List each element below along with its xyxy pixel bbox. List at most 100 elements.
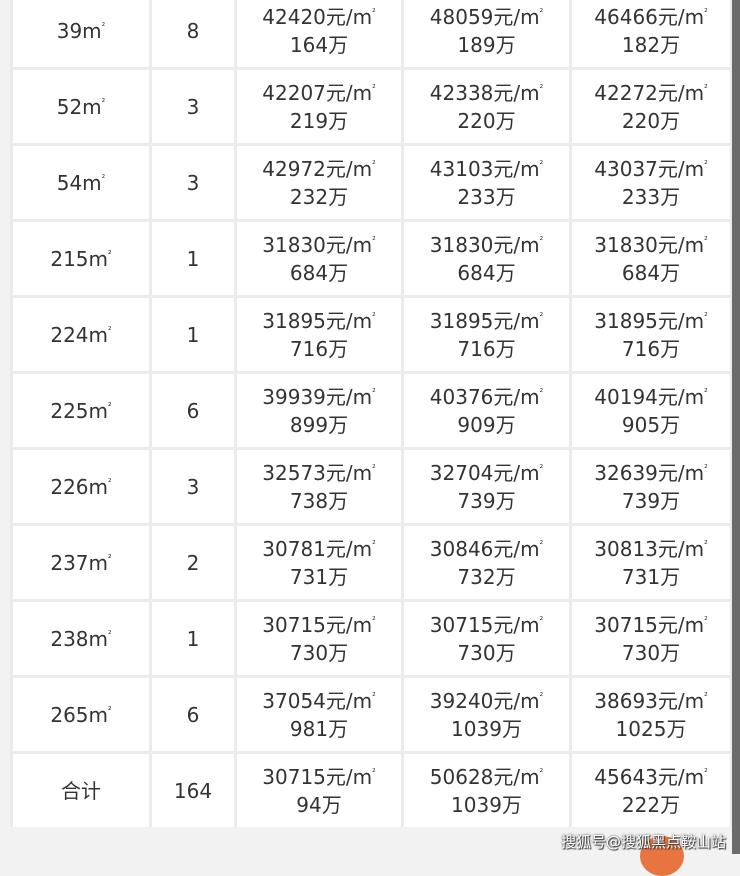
price-cell: 30715元/m² 730万 xyxy=(237,602,401,675)
total-price: 1025万 xyxy=(615,716,687,741)
total-price: 716万 xyxy=(289,336,349,361)
price-cell: 39939元/m² 899万 xyxy=(237,374,401,447)
unit-price: 43037元/m² xyxy=(594,156,708,181)
total-label: 合计 xyxy=(61,778,101,803)
unit-price: 45643元/m² xyxy=(594,764,708,789)
area-cell: 39m² xyxy=(13,0,149,67)
area-cell: 215m² xyxy=(13,222,149,295)
unit-price: 32704元/m² xyxy=(429,460,544,485)
watermark: 搜狐号@搜狐黑点鞍山站 xyxy=(560,833,726,851)
price-cell: 45643元/m² 222万 xyxy=(572,754,730,827)
price-cell: 32639元/m² 739万 xyxy=(572,450,730,523)
price-cell: 31895元/m² 716万 xyxy=(404,298,569,371)
count-cell: 1 xyxy=(152,602,234,675)
count-value: 1 xyxy=(186,626,200,651)
total-price: 731万 xyxy=(289,564,349,589)
total-price: 219万 xyxy=(289,108,349,133)
area-value: 215m² xyxy=(50,246,112,271)
count-value: 1 xyxy=(186,246,200,271)
total-price: 233万 xyxy=(621,184,681,209)
total-price: 182万 xyxy=(621,32,681,57)
unit-price: 30813元/m² xyxy=(594,536,708,561)
unit-price: 37054元/m² xyxy=(262,688,376,713)
price-table: 39m² 8 42420元/m² 164万 48059元/m² 189万 46466元/m²… xyxy=(10,0,733,827)
total-price: 899万 xyxy=(289,412,349,437)
total-price: 684万 xyxy=(289,260,349,285)
price-cell: 30715元/m² 730万 xyxy=(404,602,569,675)
unit-price: 42272元/m² xyxy=(594,80,708,105)
unit-price: 32639元/m² xyxy=(594,460,708,485)
total-price: 233万 xyxy=(457,184,516,209)
area-cell: 224m² xyxy=(13,298,149,371)
price-cell: 42420元/m² 164万 xyxy=(237,0,401,67)
unit-price: 31830元/m² xyxy=(429,232,544,257)
unit-price: 42207元/m² xyxy=(262,80,376,105)
price-cell: 40194元/m² 905万 xyxy=(572,374,730,447)
count-cell: 6 xyxy=(152,678,234,751)
unit-price: 39240元/m² xyxy=(429,688,544,713)
total-price: 684万 xyxy=(457,260,516,285)
total-price: 730万 xyxy=(457,640,516,665)
price-cell: 42207元/m² 219万 xyxy=(237,70,401,143)
area-cell: 237m² xyxy=(13,526,149,599)
price-cell: 42972元/m² 232万 xyxy=(237,146,401,219)
scrollbar-edge xyxy=(732,0,740,854)
count-value: 1 xyxy=(186,322,200,347)
total-price: 189万 xyxy=(457,32,516,57)
total-price: 730万 xyxy=(621,640,681,665)
unit-price: 42972元/m² xyxy=(262,156,376,181)
count-value: 3 xyxy=(186,94,200,119)
total-price: 905万 xyxy=(621,412,681,437)
price-cell: 46466元/m² 182万 xyxy=(572,0,730,67)
total-price: 739万 xyxy=(621,488,681,513)
price-cell: 32704元/m² 739万 xyxy=(404,450,569,523)
unit-price: 39939元/m² xyxy=(262,384,376,409)
unit-price: 43103元/m² xyxy=(429,156,544,181)
price-cell: 42272元/m² 220万 xyxy=(572,70,730,143)
total-price: 222万 xyxy=(621,792,681,817)
count-cell: 1 xyxy=(152,298,234,371)
price-cell: 31895元/m² 716万 xyxy=(572,298,730,371)
total-label-cell: 合计 xyxy=(13,754,149,827)
unit-price: 30715元/m² xyxy=(262,612,376,637)
area-value: 226m² xyxy=(50,474,112,499)
total-price: 730万 xyxy=(289,640,349,665)
unit-price: 31895元/m² xyxy=(262,308,376,333)
count-value: 6 xyxy=(186,398,200,423)
total-price: 232万 xyxy=(289,184,349,209)
price-cell: 37054元/m² 981万 xyxy=(237,678,401,751)
area-value: 225m² xyxy=(50,398,112,423)
unit-price: 32573元/m² xyxy=(262,460,376,485)
count-cell: 3 xyxy=(152,146,234,219)
area-cell: 238m² xyxy=(13,602,149,675)
area-value: 265m² xyxy=(50,702,112,727)
price-cell: 43103元/m² 233万 xyxy=(404,146,569,219)
unit-price: 31895元/m² xyxy=(594,308,708,333)
unit-price: 31830元/m² xyxy=(594,232,708,257)
price-cell: 38693元/m² 1025万 xyxy=(572,678,730,751)
price-cell: 48059元/m² 189万 xyxy=(404,0,569,67)
area-value: 237m² xyxy=(50,550,112,575)
count-value: 3 xyxy=(186,474,200,499)
area-cell: 226m² xyxy=(13,450,149,523)
price-cell: 42338元/m² 220万 xyxy=(404,70,569,143)
price-cell: 31830元/m² 684万 xyxy=(237,222,401,295)
price-cell: 31895元/m² 716万 xyxy=(237,298,401,371)
price-cell: 39240元/m² 1039万 xyxy=(404,678,569,751)
unit-price: 40194元/m² xyxy=(594,384,708,409)
price-cell: 31830元/m² 684万 xyxy=(572,222,730,295)
unit-price: 42420元/m² xyxy=(262,4,376,29)
area-value: 238m² xyxy=(50,626,112,651)
area-cell: 265m² xyxy=(13,678,149,751)
price-cell: 40376元/m² 909万 xyxy=(404,374,569,447)
total-price: 738万 xyxy=(289,488,349,513)
total-price: 732万 xyxy=(457,564,516,589)
area-value: 54m² xyxy=(56,170,106,195)
unit-price: 30715元/m² xyxy=(262,764,376,789)
area-value: 224m² xyxy=(50,322,112,347)
count-value: 3 xyxy=(186,170,200,195)
price-cell: 30715元/m² 94万 xyxy=(237,754,401,827)
unit-price: 30715元/m² xyxy=(594,612,708,637)
total-price: 909万 xyxy=(457,412,516,437)
area-cell: 52m² xyxy=(13,70,149,143)
